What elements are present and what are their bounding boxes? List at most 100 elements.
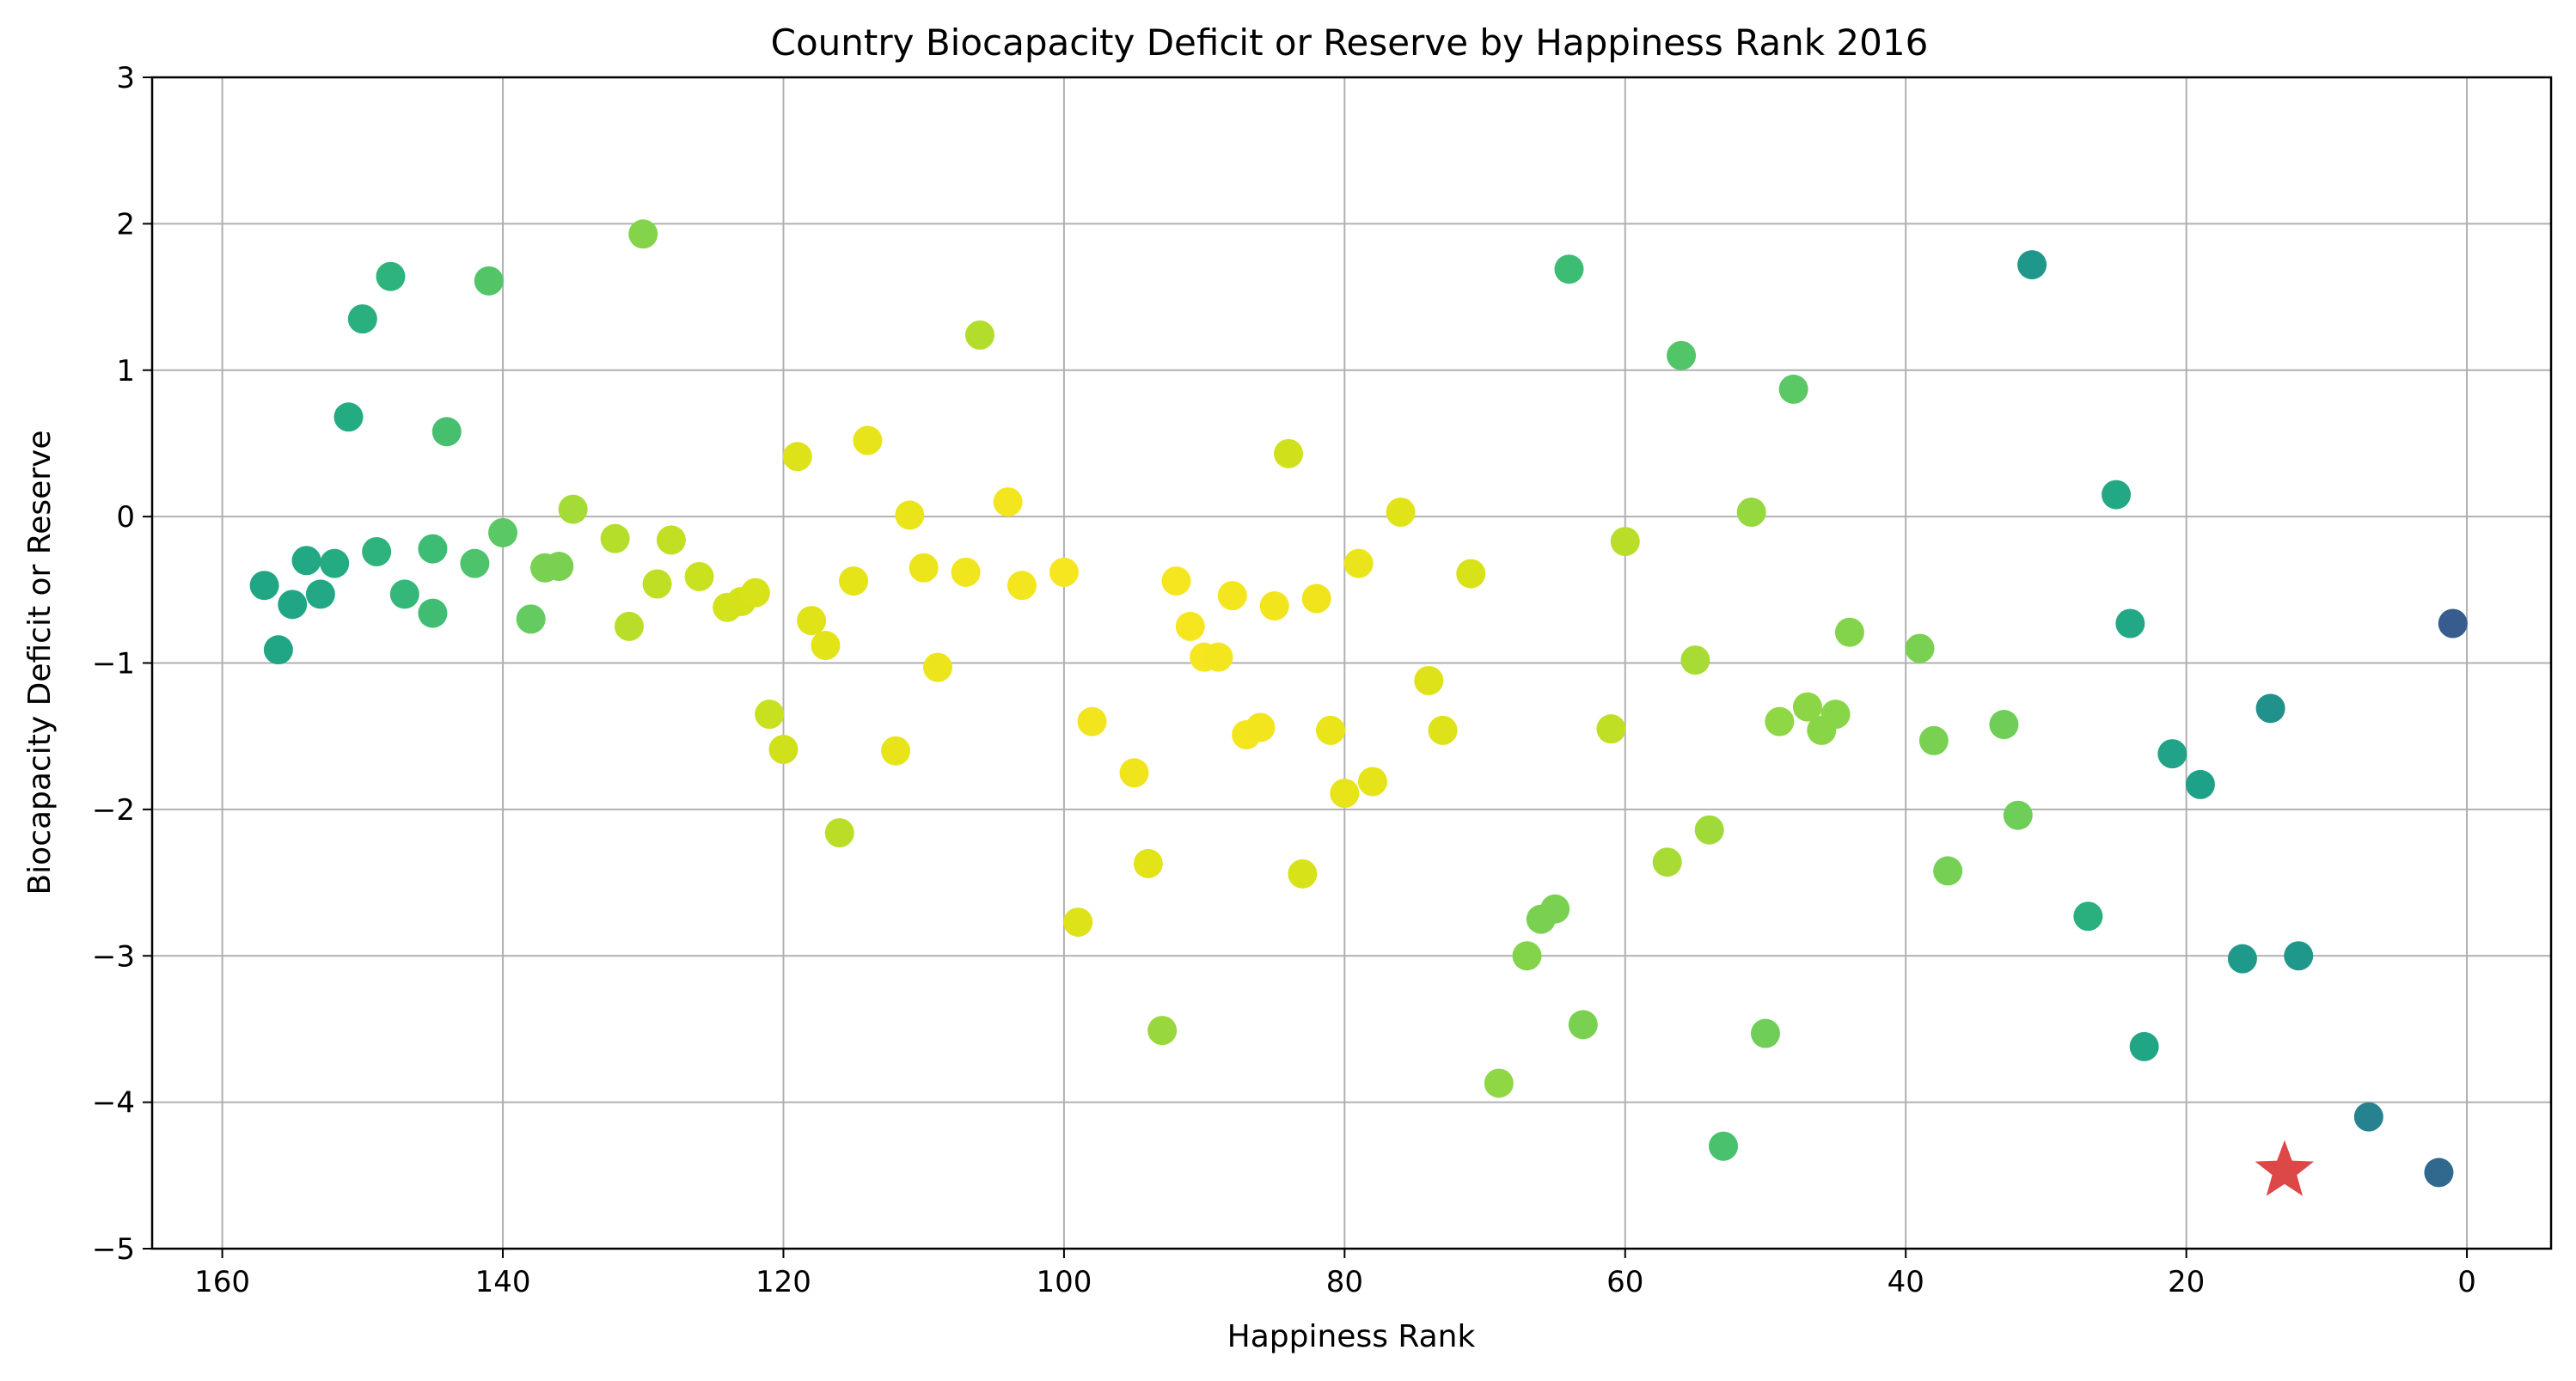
data-point [811, 631, 841, 661]
highlight-star-icon [2255, 1140, 2315, 1196]
data-point [1428, 715, 1458, 745]
y-tick-label: 3 [116, 61, 135, 95]
data-point [249, 571, 279, 601]
data-point [951, 557, 981, 587]
data-point [1414, 665, 1444, 695]
data-point [2115, 608, 2145, 639]
data-point [558, 494, 588, 524]
data-point [2353, 1102, 2383, 1132]
data-point [333, 402, 364, 432]
data-point [628, 219, 658, 249]
data-point [1512, 941, 1542, 971]
data-point [684, 561, 714, 591]
data-point [347, 304, 377, 334]
data-point [1175, 611, 1205, 641]
data-point [460, 548, 490, 578]
x-tick-label: 60 [1606, 1265, 1643, 1299]
y-tick-label: −4 [92, 1086, 135, 1121]
data-point [755, 700, 785, 730]
data-point [263, 635, 293, 665]
data-point [600, 523, 630, 553]
data-point [1652, 847, 1682, 877]
data-point [1063, 907, 1093, 938]
data-point [2424, 1158, 2454, 1188]
data-point [1918, 725, 1949, 755]
data-point [853, 425, 883, 455]
y-tick-label: −1 [92, 647, 135, 681]
data-point [2185, 769, 2215, 799]
data-point [2073, 901, 2103, 932]
data-point [797, 606, 827, 636]
data-point [782, 442, 812, 472]
data-point [1245, 712, 1276, 742]
data-point [2017, 250, 2047, 280]
data-point [1540, 894, 1570, 924]
x-tick-label: 120 [756, 1265, 811, 1299]
y-axis-label: Biocapacity Deficit or Reserve [22, 430, 58, 895]
data-point [1765, 706, 1795, 736]
data-point [1905, 633, 1935, 663]
y-tick-label: −5 [92, 1232, 135, 1267]
data-point [2157, 739, 2187, 769]
data-point [964, 320, 994, 350]
data-point [993, 487, 1023, 517]
data-point [1119, 758, 1149, 788]
data-point [1259, 591, 1289, 621]
highlight-star-group [2255, 1140, 2315, 1196]
x-tick-label: 100 [1036, 1265, 1092, 1299]
data-point [1736, 498, 1766, 528]
data-point [881, 736, 911, 766]
x-axis-ticks: 160 140 120 100 80 60 40 20 0 [194, 1249, 2476, 1299]
data-point [1203, 642, 1233, 672]
data-point [1680, 645, 1710, 675]
data-point [488, 517, 518, 547]
data-point [1989, 710, 2019, 740]
data-point [1161, 566, 1191, 596]
x-tick-label: 20 [2168, 1265, 2205, 1299]
y-tick-label: −3 [92, 939, 135, 974]
data-point [909, 553, 939, 583]
y-axis-ticks: 3 2 1 0 −1 −2 −3 −4 −5 [92, 61, 152, 1267]
data-point [516, 604, 546, 634]
data-point [1049, 557, 1079, 587]
data-point [839, 566, 869, 596]
y-tick-label: 1 [116, 354, 135, 388]
data-point [1007, 571, 1037, 601]
x-tick-label: 160 [194, 1265, 250, 1299]
x-tick-label: 40 [1888, 1265, 1924, 1299]
data-point [1484, 1068, 1514, 1098]
data-point [376, 261, 406, 291]
data-point [1301, 584, 1331, 614]
data-points [249, 219, 2468, 1188]
data-point [895, 500, 925, 530]
data-point [320, 548, 350, 578]
data-point [1343, 548, 1374, 578]
data-point [1330, 779, 1360, 809]
data-point [923, 652, 953, 682]
data-point [431, 417, 462, 447]
data-point [1610, 527, 1640, 557]
data-point [2003, 800, 2033, 830]
x-tick-label: 0 [2457, 1265, 2476, 1299]
data-point [2438, 608, 2468, 639]
data-point [1217, 581, 1247, 611]
data-point [1386, 498, 1416, 528]
data-point [1316, 715, 1346, 745]
data-point [1792, 692, 1822, 722]
data-point [1834, 617, 1864, 647]
data-point [1778, 374, 1808, 404]
data-point [768, 735, 798, 765]
data-point [656, 525, 686, 555]
data-point [2227, 944, 2257, 974]
data-point [1709, 1131, 1739, 1161]
data-point [418, 598, 448, 628]
data-point [614, 611, 644, 641]
data-point [291, 546, 321, 576]
data-point [2284, 941, 2314, 971]
x-tick-label: 140 [475, 1265, 531, 1299]
data-point [1820, 700, 1851, 730]
data-point [305, 579, 335, 609]
y-tick-label: 2 [116, 207, 135, 241]
